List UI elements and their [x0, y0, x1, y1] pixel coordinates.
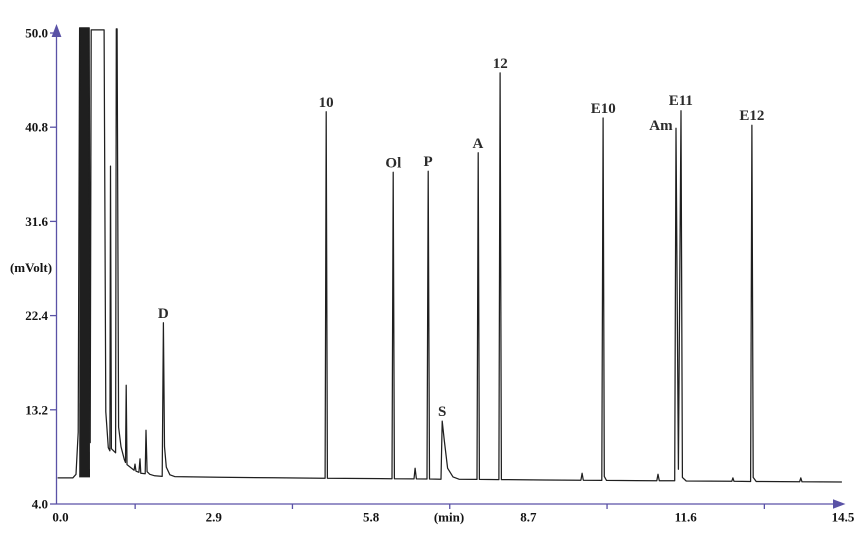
peak-label-Ol: Ol [385, 155, 401, 171]
y-tick-label-2: 22.4 [25, 308, 48, 323]
x-tick-label-2: 5.8 [363, 510, 380, 525]
y-tick-label-3: 31.6 [25, 214, 48, 229]
x-tick-label-5: 14.5 [832, 510, 855, 525]
peak-label-P: P [423, 154, 432, 170]
x-tick-label-0: 0.0 [52, 510, 68, 525]
peak-label-E11: E11 [669, 93, 693, 109]
y-tick-label-1: 13.2 [25, 402, 48, 417]
solvent-front-fill [79, 27, 90, 478]
y-tick-label-0: 4.0 [32, 497, 48, 512]
peak-label-10: 10 [319, 95, 334, 111]
x-axis-unit-label: (min) [434, 510, 464, 525]
peak-label-S: S [438, 404, 446, 420]
x-tick-label-3: 8.7 [520, 510, 537, 525]
y-tick-label-5: 50.0 [25, 26, 48, 41]
peak-label-E10: E10 [591, 101, 616, 117]
y-axis-unit-label: (mVolt) [10, 260, 52, 275]
y-tick-label-4: 40.8 [25, 120, 48, 135]
x-axis-arrow [833, 499, 846, 509]
peak-label-A: A [473, 136, 484, 152]
peak-label-D: D [158, 306, 169, 322]
peak-label-12: 12 [493, 56, 508, 72]
x-tick-label-1: 2.9 [206, 510, 223, 525]
chromatogram-trace [57, 27, 842, 483]
x-tick-label-4: 11.6 [675, 510, 698, 525]
peak-label-E12: E12 [739, 108, 764, 124]
peak-label-Am: Am [649, 118, 673, 134]
y-axis-arrow [51, 24, 62, 37]
